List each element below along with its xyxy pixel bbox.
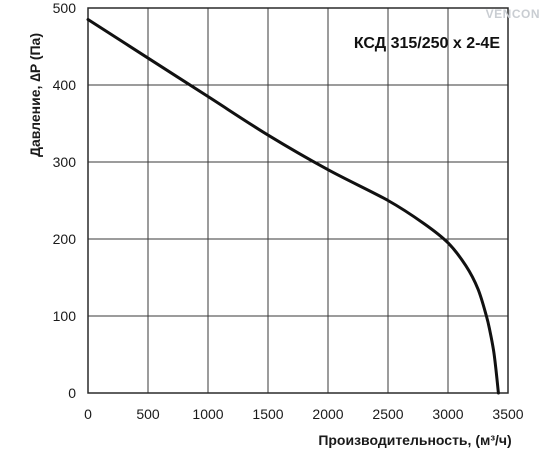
y-axis-title: Давление, ∆P (Па)	[27, 33, 43, 157]
x-tick-label: 1500	[252, 406, 283, 422]
y-tick-label: 100	[53, 308, 77, 324]
x-tick-label: 0	[84, 406, 92, 422]
brand-logo: VENCON	[486, 7, 540, 21]
y-tick-label: 300	[53, 154, 77, 170]
x-tick-label: 2000	[312, 406, 343, 422]
x-tick-label: 3500	[492, 406, 523, 422]
series-layer	[86, 18, 500, 395]
chart-axes	[87, 7, 509, 394]
x-tick-label: 1000	[192, 406, 223, 422]
tick-labels: 0 500 1000 1500 2000 2500 3000 3500 0 100 200 300 40…	[53, 0, 524, 422]
y-tick-label: 400	[53, 77, 77, 93]
series-line	[86, 18, 500, 395]
y-tick-label: 200	[53, 231, 77, 247]
x-axis-title: Производительность, (м³/ч)	[318, 432, 511, 448]
chart-grid	[87, 7, 509, 394]
y-tick-label: 500	[53, 0, 77, 16]
y-tick-label: 0	[68, 385, 76, 401]
x-tick-label: 3000	[432, 406, 463, 422]
plot-frame	[87, 7, 509, 394]
model-label: КСД 315/250 x 2-4E	[354, 35, 500, 52]
x-tick-label: 2500	[372, 406, 403, 422]
x-tick-label: 500	[136, 406, 160, 422]
